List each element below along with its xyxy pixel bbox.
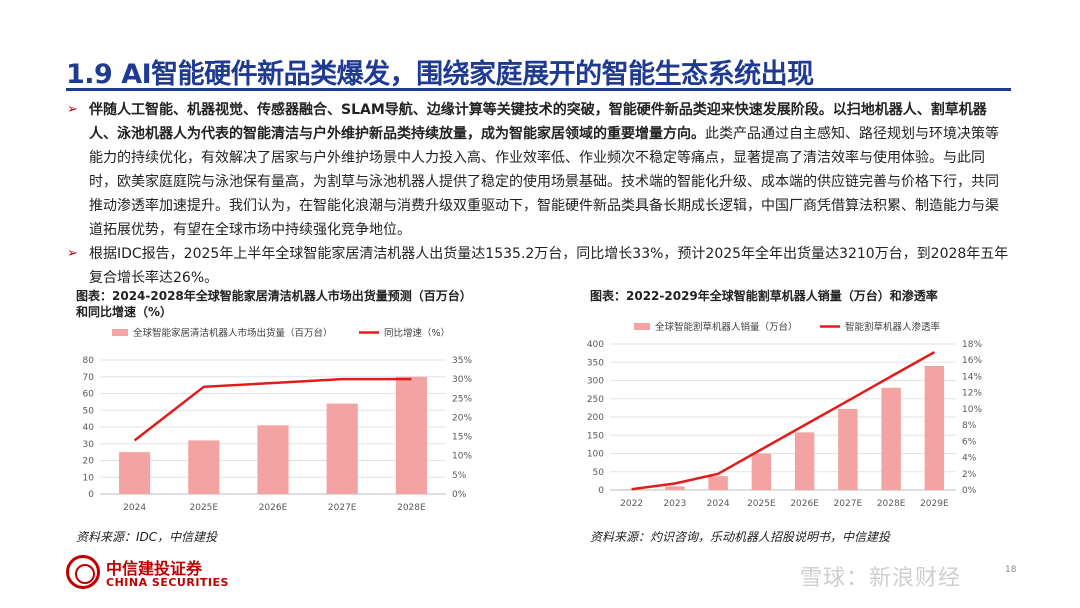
bullet-item-1: ➢ 伴随人工智能、机器视觉、传感器融合、SLAM导航、边缘计算等关键技术的突破，智… — [67, 98, 1009, 242]
y-right-tick-label: 8% — [962, 421, 977, 431]
y-left-tick-label: 60 — [83, 390, 95, 400]
left-chart-source: 资料来源：IDC，中信建投 — [76, 530, 218, 544]
company-logo: 中信建投证券 CHINA SECURITIES — [66, 555, 236, 595]
x-tick-label: 2029E — [920, 499, 949, 509]
y-right-tick-label: 4% — [962, 454, 977, 464]
y-left-tick-label: 30 — [83, 440, 95, 450]
x-tick-label: 2024 — [707, 499, 730, 509]
y-left-tick-label: 250 — [587, 395, 604, 405]
y-left-tick-label: 20 — [83, 457, 95, 467]
y-left-tick-label: 300 — [587, 377, 604, 387]
y-right-tick-label: 14% — [962, 372, 982, 382]
legend-bar-label: 全球智能割草机器人销量（万台） — [655, 321, 798, 333]
y-left-tick-label: 400 — [587, 340, 604, 350]
y-left-tick-label: 50 — [83, 406, 95, 416]
bar-2022 — [621, 489, 642, 490]
bullet-1-bold: 伴随人工智能、机器视觉、传感器融合、SLAM导航、边缘计算等关键技术的突破，智能… — [89, 102, 987, 142]
x-tick-label: 2023 — [663, 499, 686, 509]
y-right-tick-label: 5% — [452, 471, 467, 481]
y-left-tick-label: 0 — [598, 486, 604, 496]
y-right-tick-label: 0% — [962, 486, 977, 496]
x-tick-label: 2026E — [790, 499, 819, 509]
bar-2028E — [395, 376, 427, 494]
bar-2026E — [794, 432, 815, 490]
y-right-tick-label: 2% — [962, 470, 977, 480]
bullet-item-2: ➢ 根据IDC报告，2025年上半年全球智能家居清洁机器人出货量达1535.2万台… — [67, 242, 1009, 290]
bullet-list: ➢ 伴随人工智能、机器视觉、传感器融合、SLAM导航、边缘计算等关键技术的突破，智… — [67, 98, 1009, 290]
bar-2024 — [708, 476, 728, 490]
x-tick-label: 2024 — [123, 503, 146, 513]
y-left-tick-label: 70 — [83, 373, 95, 383]
x-tick-label: 2027E — [834, 499, 863, 509]
series-line — [133, 377, 412, 442]
logo-english-name: CHINA SECURITIES — [106, 576, 229, 589]
y-left-tick-label: 150 — [587, 431, 604, 441]
page-title: 1.9 AI智能硬件新品类爆发，围绕家庭展开的智能生态系统出现 — [66, 59, 814, 90]
y-left-tick-label: 40 — [83, 423, 95, 433]
y-right-tick-label: 30% — [452, 375, 472, 385]
y-right-tick-label: 35% — [452, 356, 472, 366]
left-chart-caption: 图表：2024-2028年全球智能家居清洁机器人市场出货量预测（百万台） 和同比… — [76, 288, 496, 320]
bar-2023 — [665, 486, 685, 490]
bullet-1-text: 此类产品通过自主感知、路径规划与环境决策等能力的持续优化，有效解决了居家与户外维… — [89, 126, 999, 238]
y-right-tick-label: 0% — [452, 490, 467, 500]
page-number: 18 — [1005, 565, 1017, 575]
watermark: 雪球：新浪财经 — [800, 566, 962, 591]
legend-line-label: 同比增速（%） — [384, 327, 450, 339]
y-left-tick-label: 0 — [88, 490, 94, 500]
left-chart-svg: 全球智能家居清洁机器人市场出货量（百万台） 同比增速（%） 0 10 20 30 40 50 6… — [83, 327, 473, 513]
x-tick-label: 2028E — [397, 503, 426, 513]
x-tick-label: 2025E — [747, 499, 776, 509]
y-left-tick-label: 50 — [593, 468, 605, 478]
legend-bar-swatch — [634, 323, 650, 330]
y-left-tick-label: 80 — [83, 356, 95, 366]
bar-2029E — [924, 365, 945, 490]
legend-bar-label: 全球智能家居清洁机器人市场出货量（百万台） — [133, 327, 333, 339]
x-tick-label: 2026E — [259, 503, 288, 513]
right-chart-source: 资料来源：灼识咨询，乐动机器人招股说明书，中信建投 — [590, 530, 891, 544]
x-tick-label: 2028E — [877, 499, 906, 509]
title-underline — [66, 88, 1011, 91]
bar-2025E — [188, 440, 220, 494]
right-chart: 全球智能割草机器人销量（万台） 智能割草机器人渗透率 0 50 100 150 200 250… — [586, 316, 1006, 516]
x-tick-label: 2027E — [328, 503, 357, 513]
y-left-tick-label: 350 — [587, 358, 604, 368]
bar-2027E — [838, 408, 858, 490]
bar-2028E — [881, 387, 901, 490]
bar-2024 — [119, 452, 151, 494]
y-right-tick-label: 10% — [452, 452, 472, 462]
bullet-arrow-icon: ➢ — [67, 246, 78, 261]
bar-2027E — [326, 403, 358, 494]
y-right-tick-label: 15% — [452, 433, 472, 443]
y-right-tick-label: 18% — [962, 340, 982, 350]
y-right-tick-label: 6% — [962, 437, 977, 447]
y-right-tick-label: 10% — [962, 405, 982, 415]
left-chart: 全球智能家居清洁机器人市场出货量（百万台） 同比增速（%） 0 10 20 30 40 50 6… — [76, 320, 496, 520]
y-left-tick-label: 100 — [587, 450, 604, 460]
left-chart-caption-line2: 和同比增速（%） — [76, 305, 173, 319]
bar-2025E — [751, 453, 772, 490]
x-tick-label: 2025E — [190, 503, 219, 513]
y-right-tick-label: 25% — [452, 394, 472, 404]
logo-chinese-name: 中信建投证券 — [106, 559, 203, 578]
series-line — [631, 351, 936, 491]
left-chart-caption-line1: 图表：2024-2028年全球智能家居清洁机器人市场出货量预测（百万台） — [76, 289, 472, 303]
logo-emblem-icon — [66, 555, 100, 589]
y-right-tick-label: 20% — [452, 413, 472, 423]
legend-line-label: 智能割草机器人渗透率 — [845, 321, 941, 333]
y-right-tick-label: 12% — [962, 389, 982, 399]
bullet-2-text: 根据IDC报告，2025年上半年全球智能家居清洁机器人出货量达1535.2万台，… — [89, 246, 1009, 286]
bullet-arrow-icon: ➢ — [67, 102, 78, 117]
bar-2026E — [257, 425, 289, 494]
y-left-tick-label: 200 — [587, 413, 604, 423]
right-chart-caption: 图表：2022-2029年全球智能割草机器人销量（万台）和渗透率 — [590, 289, 938, 303]
legend-bar-swatch — [112, 329, 128, 336]
y-left-tick-label: 10 — [83, 473, 95, 483]
title-bar: 1.9 AI智能硬件新品类爆发，围绕家庭展开的智能生态系统出现 — [0, 0, 1080, 92]
right-chart-svg: 全球智能割草机器人销量（万台） 智能割草机器人渗透率 0 50 100 150 200 250… — [587, 321, 983, 509]
x-tick-label: 2022 — [620, 499, 643, 509]
y-right-tick-label: 16% — [962, 356, 982, 366]
